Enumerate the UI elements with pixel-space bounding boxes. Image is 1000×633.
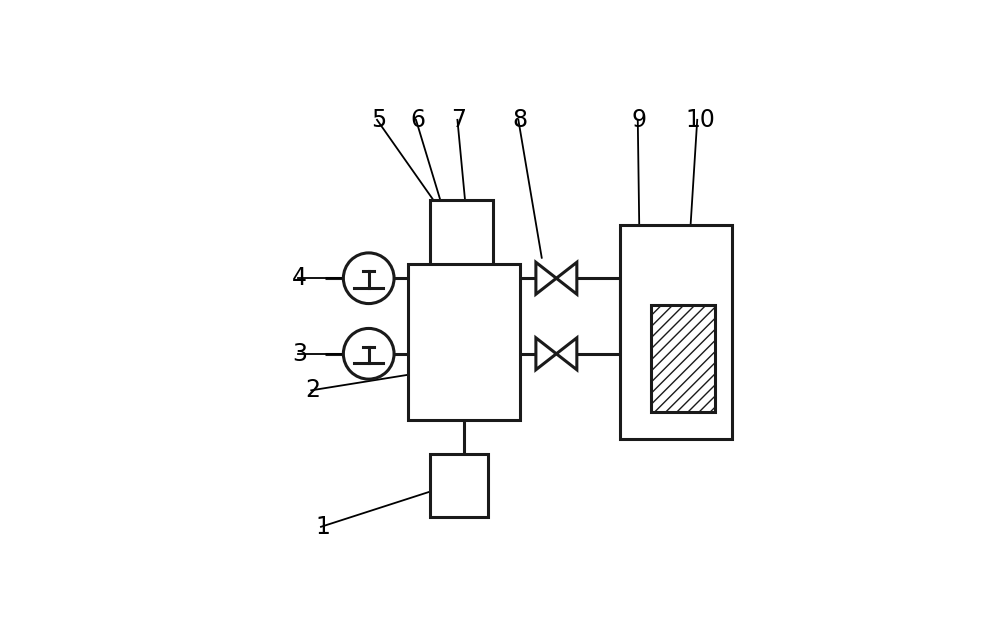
Polygon shape: [536, 262, 556, 294]
Polygon shape: [536, 338, 556, 370]
Bar: [408, 263, 520, 420]
Polygon shape: [556, 338, 577, 370]
Text: 9: 9: [632, 108, 647, 132]
Text: 5: 5: [371, 108, 386, 132]
Bar: [620, 225, 732, 439]
Text: 4: 4: [292, 266, 307, 291]
Text: 8: 8: [512, 108, 528, 132]
Text: 1: 1: [315, 515, 330, 539]
Text: 2: 2: [305, 379, 320, 403]
Text: 3: 3: [292, 342, 307, 366]
Bar: [430, 200, 493, 293]
Bar: [430, 454, 488, 517]
Text: 7: 7: [452, 108, 467, 132]
Polygon shape: [556, 262, 577, 294]
Text: 6: 6: [410, 108, 425, 132]
Bar: [651, 305, 715, 412]
Text: 10: 10: [686, 108, 715, 132]
